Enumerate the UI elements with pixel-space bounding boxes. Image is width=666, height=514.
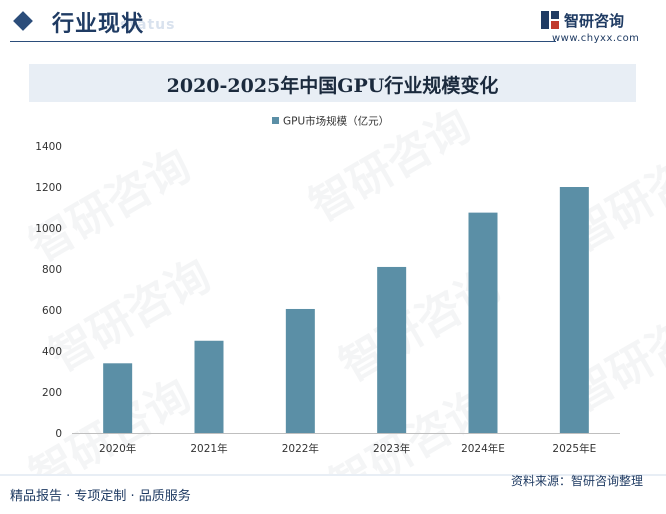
y-tick-label: 200 [42, 387, 62, 399]
chart-title: 2020-2025年中国GPU行业规模变化 [166, 75, 499, 97]
legend-label: GPU市场规模（亿元） [283, 115, 389, 128]
x-tick-label: 2020年 [99, 442, 136, 455]
y-tick-label: 1400 [35, 141, 62, 153]
footer-tagline: 精品报告 · 专项定制 · 品质服务 [10, 489, 191, 504]
x-tick-label: 2025年E [552, 442, 596, 455]
bar [103, 363, 133, 433]
footer-divider [0, 474, 666, 476]
brand-logo-icon [541, 11, 559, 29]
bar-chart: GPU市场规模（亿元） 0 200 400 600 800 1000 1200 1400 2020… [35, 115, 620, 455]
y-tick-label: 600 [42, 305, 62, 317]
y-tick-label: 0 [55, 428, 62, 440]
y-tick-label: 800 [42, 264, 62, 276]
y-tick-label: 1200 [35, 182, 62, 194]
brand-name: 智研咨询 [564, 12, 625, 30]
diamond-icon [13, 11, 33, 31]
bar [194, 340, 224, 433]
header-divider [10, 41, 556, 42]
page-header: status 行业现状 智研咨询 www.chyxx.com [0, 0, 666, 46]
legend-swatch [272, 117, 279, 124]
bar [468, 212, 498, 433]
y-tick-label: 400 [42, 346, 62, 358]
source-note: 资料来源：智研咨询整理 [511, 474, 644, 488]
bar [559, 187, 589, 433]
bar [285, 308, 315, 433]
page-footer: 精品报告 · 专项定制 · 品质服务 资料来源：智研咨询整理 [0, 474, 666, 504]
x-tick-label: 2021年 [190, 442, 227, 455]
y-tick-label: 1000 [35, 223, 62, 235]
brand-url: www.chyxx.com [552, 33, 640, 44]
section-subtitle: status [120, 17, 176, 33]
chart-title-band: 2020-2025年中国GPU行业规模变化 [29, 64, 636, 102]
bar [377, 266, 407, 433]
x-tick-label: 2022年 [282, 442, 319, 455]
x-tick-label: 2024年E [461, 442, 505, 455]
brand: 智研咨询 www.chyxx.com [536, 10, 656, 46]
x-tick-label: 2023年 [373, 442, 410, 455]
section-title: 行业现状 [52, 12, 145, 37]
